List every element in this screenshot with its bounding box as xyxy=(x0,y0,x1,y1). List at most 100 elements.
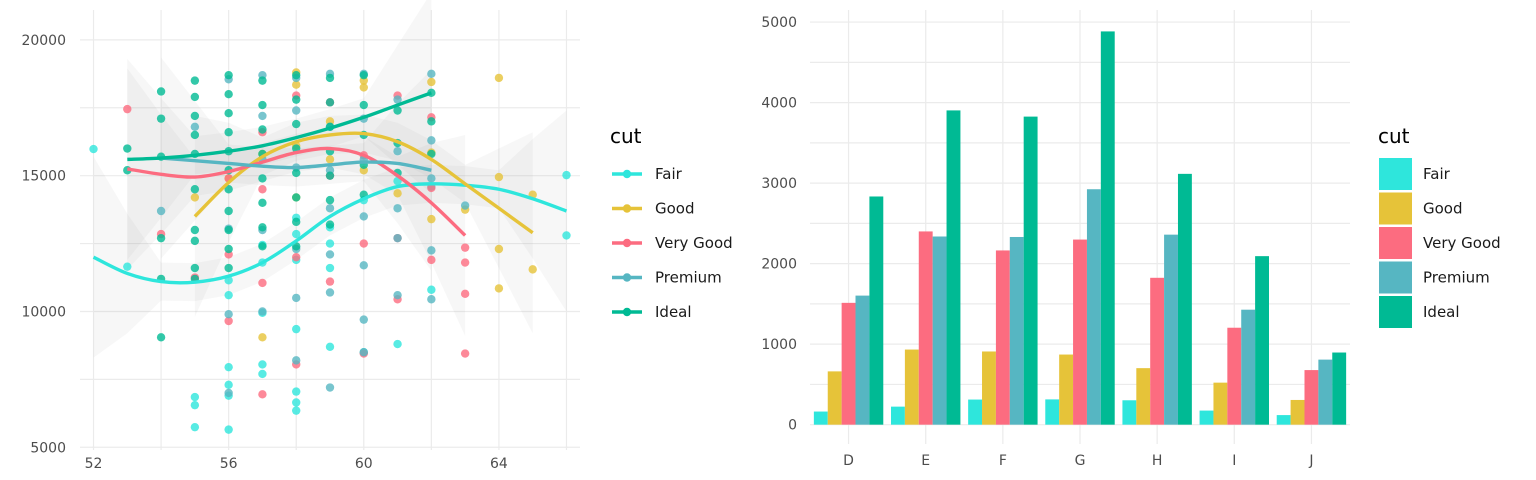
scatter-point-premium xyxy=(427,246,436,255)
scatter-point-fair xyxy=(393,339,402,349)
bar-y-tick-label: 2000 xyxy=(761,257,797,273)
scatter-point-good xyxy=(393,189,402,198)
scatter-point-ideal xyxy=(123,144,132,153)
bar-legend-title: cut xyxy=(1378,124,1410,148)
scatter-point-premium xyxy=(224,309,233,319)
bar-good-h xyxy=(1136,368,1151,425)
scatter-point-ideal xyxy=(359,70,368,80)
scatter-x-tick-label: 60 xyxy=(355,456,373,472)
scatter-point-ideal xyxy=(224,185,233,194)
scatter-point-fair xyxy=(325,342,335,351)
bar-good-g xyxy=(1059,354,1074,425)
bar-legend-key-fair xyxy=(1379,158,1412,190)
scatter-point-ideal xyxy=(325,73,335,83)
scatter-point-very-good xyxy=(123,104,132,114)
scatter-point-fair xyxy=(325,239,335,248)
scatter-point-very-good xyxy=(359,239,368,248)
scatter-point-ideal xyxy=(190,185,200,194)
scatter-point-ideal xyxy=(224,70,233,80)
smooth-line-good xyxy=(193,131,534,235)
scatter-legend-label-premium: Premium xyxy=(655,269,722,287)
scatter-point-good xyxy=(494,73,504,83)
bar-fair-g xyxy=(1045,399,1060,425)
scatter-point-premium xyxy=(292,293,301,303)
bar-y-tick-label: 3000 xyxy=(761,176,797,192)
scatter-legend-key-ideal xyxy=(622,307,632,317)
bar-premium-h xyxy=(1164,234,1178,425)
scatter-point-ideal xyxy=(156,233,166,243)
scatter-point-ideal xyxy=(427,149,436,159)
bar-x-tick-label: E xyxy=(921,453,930,469)
bar-very-good-g xyxy=(1073,239,1087,425)
scatter-point-very-good xyxy=(292,252,301,262)
scatter-point-fair xyxy=(292,324,301,334)
scatter-point-very-good xyxy=(258,185,267,194)
scatter-y-tick-label: 5000 xyxy=(30,440,66,456)
scatter-point-fair xyxy=(562,231,571,240)
scatter-point-premium xyxy=(156,206,166,216)
scatter-point-good xyxy=(258,333,267,342)
scatter-point-ideal xyxy=(292,193,301,202)
scatter-point-very-good xyxy=(427,183,436,193)
bar-premium-f xyxy=(1009,236,1024,425)
scatter-point-premium xyxy=(393,290,402,300)
scatter-legend-key-very-good xyxy=(622,238,632,248)
scatter-point-premium xyxy=(224,388,233,398)
scatter-y-tick-label: 10000 xyxy=(21,304,66,320)
scatter-point-premium xyxy=(292,106,301,115)
scatter-point-ideal xyxy=(258,125,267,134)
bar-premium-i xyxy=(1241,309,1256,425)
scatter-point-very-good xyxy=(460,289,470,299)
confidence-band-ideal xyxy=(127,0,432,260)
scatter-point-premium xyxy=(359,348,368,357)
bar-good-d xyxy=(827,371,842,425)
scatter-point-good xyxy=(528,265,537,274)
scatter-point-fair xyxy=(292,229,301,239)
scatter-point-very-good xyxy=(460,349,470,358)
bar-y-tick-label: 1000 xyxy=(761,337,797,353)
scatter-point-fair xyxy=(123,262,132,271)
scatter-point-ideal xyxy=(156,333,166,342)
scatter-point-ideal xyxy=(190,263,200,273)
scatter-point-premium xyxy=(393,204,402,213)
scatter-point-premium xyxy=(427,295,436,304)
bar-ideal-e xyxy=(946,110,961,425)
scatter-point-ideal xyxy=(190,92,200,102)
scatter-point-ideal xyxy=(224,263,233,273)
bar-ideal-g xyxy=(1100,31,1115,425)
scatter-point-ideal xyxy=(258,100,267,110)
bar-ideal-i xyxy=(1255,256,1269,425)
scatter-point-ideal xyxy=(190,111,200,121)
scatter-point-ideal xyxy=(156,114,166,123)
scatter-point-premium xyxy=(258,307,267,316)
smooth-line-premium xyxy=(160,156,432,172)
scatter-point-ideal xyxy=(156,87,166,96)
bar-very-good-h xyxy=(1150,277,1165,425)
bar-x-tick-label: I xyxy=(1232,453,1236,469)
scatter-point-ideal xyxy=(292,119,301,129)
bar-legend-key-good xyxy=(1379,192,1412,225)
scatter-point-premium xyxy=(359,315,368,324)
scatter-point-ideal xyxy=(224,128,233,137)
scatter-y-tick-label: 20000 xyxy=(21,33,66,49)
scatter-point-ideal xyxy=(224,89,233,99)
scatter-point-ideal xyxy=(258,76,267,85)
scatter-point-very-good xyxy=(224,316,233,326)
bar-good-j xyxy=(1290,399,1305,425)
scatter-panel: 52 56 60 64 5000 10000 15000 20000 xyxy=(21,0,580,472)
bar-y-tick-label: 5000 xyxy=(761,15,797,31)
scatter-point-ideal xyxy=(224,244,233,254)
scatter-point-very-good xyxy=(325,277,335,286)
bar-premium-j xyxy=(1318,359,1333,425)
bar-panel: 0 1000 2000 3000 4000 5000 D E F G H I J xyxy=(761,10,1350,469)
scatter-legend-key-premium xyxy=(622,273,632,282)
scatter-legend-key-fair xyxy=(622,169,632,179)
bar-x-tick-label: D xyxy=(843,453,854,469)
scatter-point-ideal xyxy=(292,70,301,80)
scatter-point-premium xyxy=(393,147,402,156)
scatter-point-premium xyxy=(325,250,335,259)
scatter-point-ideal xyxy=(292,168,301,178)
bar-legend-key-very-good xyxy=(1379,227,1412,259)
scatter-point-fair xyxy=(224,362,233,372)
scatter-point-premium xyxy=(427,69,436,79)
